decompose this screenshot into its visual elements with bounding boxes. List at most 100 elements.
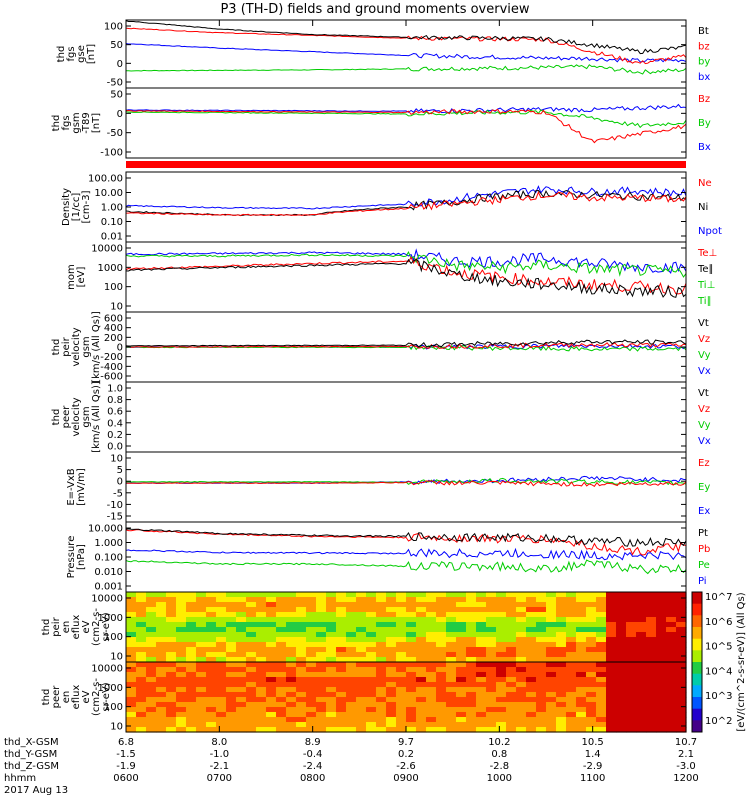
- spectrogram-cell: [266, 657, 277, 663]
- spectrogram-cell: [586, 722, 597, 728]
- spectrogram-cell: [266, 702, 277, 708]
- spectrogram-cell: [416, 677, 427, 683]
- y-axis-label-line: fgs: [61, 115, 72, 130]
- spectrogram-cell: [136, 632, 147, 638]
- spectrogram-cell: [576, 662, 587, 668]
- legend-entry: Ex: [698, 506, 710, 517]
- spectrogram-cell: [466, 627, 477, 633]
- spectrogram-cell: [516, 712, 527, 718]
- spectrogram-cell: [406, 727, 417, 733]
- spectrogram-cell: [576, 667, 587, 673]
- spectrogram-cell: [466, 677, 477, 683]
- spectrogram-cell: [656, 687, 667, 693]
- spectrogram-cell: [466, 602, 477, 608]
- spectrogram-cell: [206, 677, 217, 683]
- spectrogram-cell: [326, 662, 337, 668]
- spectrogram-cell: [576, 677, 587, 683]
- spectrogram-cell: [646, 612, 657, 618]
- spectrogram-cell: [596, 692, 607, 698]
- spectrogram-cell: [166, 637, 177, 643]
- spectrogram-cell: [126, 717, 137, 723]
- spectrogram-cell: [636, 677, 647, 683]
- spectrogram-cell: [336, 727, 347, 733]
- spectrogram-cell: [676, 622, 687, 628]
- spectrogram-cell: [286, 642, 297, 648]
- ephemeris-value: 8.9: [305, 737, 321, 748]
- ephemeris-value: 0.2: [398, 749, 414, 760]
- series-line-1-2: [125, 108, 687, 144]
- spectrogram-cell: [206, 607, 217, 613]
- spectrogram-cell: [216, 662, 227, 668]
- spectrogram-cell: [286, 662, 297, 668]
- spectrogram-cell: [276, 677, 287, 683]
- spectrogram-cell: [146, 597, 157, 603]
- spectrogram-cell: [206, 707, 217, 713]
- spectrogram-cell: [436, 692, 447, 698]
- legend-entry: Ti⊥: [697, 280, 715, 291]
- spectrogram-cell: [566, 597, 577, 603]
- spectrogram-cell: [506, 607, 517, 613]
- colorbar-label: [eV/(cm^2-s-sr-eV)] (All Qs): [736, 592, 747, 731]
- spectrogram-cell: [496, 717, 507, 723]
- spectrogram-cell: [506, 707, 517, 713]
- spectrogram-cell: [376, 687, 387, 693]
- spectrogram-cell: [226, 667, 237, 673]
- spectrogram-cell: [156, 627, 167, 633]
- spectrogram-cell: [576, 687, 587, 693]
- spectrogram-cell: [426, 662, 437, 668]
- spectrogram-cell: [486, 712, 497, 718]
- spectrogram-cell: [266, 682, 277, 688]
- spectrogram-cell: [536, 632, 547, 638]
- y-axis-label: Density [1/cc] [cm-3]: [61, 188, 92, 226]
- spectrogram-cell: [286, 617, 297, 623]
- series-line-0-1: [125, 43, 687, 63]
- spectrogram-cell: [546, 632, 557, 638]
- spectrogram-cell: [226, 607, 237, 613]
- spectrogram-cell: [196, 662, 207, 668]
- spectrogram-cell: [376, 627, 387, 633]
- spectrogram-cell: [306, 712, 317, 718]
- colorbar-segment: [692, 662, 702, 675]
- spectrogram-cell: [446, 657, 457, 663]
- spectrogram-cell: [126, 602, 137, 608]
- legend-entry: bz: [698, 41, 710, 52]
- spectrogram-cell: [146, 727, 157, 733]
- spectrogram-cell: [406, 717, 417, 723]
- spectrogram-cell: [676, 652, 687, 658]
- spectrogram-cell: [226, 702, 237, 708]
- spectrogram-cell: [496, 667, 507, 673]
- spectrogram-cell: [146, 592, 157, 598]
- spectrogram-cell: [286, 597, 297, 603]
- spectrogram-cell: [516, 652, 527, 658]
- spectrogram-cell: [186, 682, 197, 688]
- spectrogram-cell: [316, 617, 327, 623]
- series-line-7-3: [125, 528, 687, 547]
- spectrogram-cell: [516, 622, 527, 628]
- spectrogram-cell: [276, 667, 287, 673]
- spectrogram-cell: [676, 632, 687, 638]
- spectrogram-cell: [316, 647, 327, 653]
- spectrogram-cell: [656, 712, 667, 718]
- spectrogram-cell: [516, 672, 527, 678]
- spectrogram-cell: [186, 667, 197, 673]
- y-axis-label: E=-VxB [mV/m]: [66, 468, 87, 506]
- spectrogram-cell: [406, 627, 417, 633]
- spectrogram-cell: [386, 692, 397, 698]
- spectrogram-cell: [296, 677, 307, 683]
- y-axis-label-line: [mV/m]: [76, 468, 87, 506]
- ephemeris-value: 6.8: [118, 737, 134, 748]
- spectrogram-cell: [346, 667, 357, 673]
- spectrogram-cell: [546, 637, 557, 643]
- spectrogram-cell: [486, 627, 497, 633]
- spectrogram-cell: [476, 597, 487, 603]
- spectrogram-cell: [176, 707, 187, 713]
- spectrogram-cell: [176, 692, 187, 698]
- spectrogram-cell: [216, 682, 227, 688]
- spectrogram-cell: [666, 647, 677, 653]
- spectrogram-cell: [426, 612, 437, 618]
- spectrogram-cell: [366, 637, 377, 643]
- spectrogram-cell: [296, 657, 307, 663]
- spectrogram-cell: [556, 617, 567, 623]
- spectrogram-cell: [386, 632, 397, 638]
- spectrogram-cell: [676, 727, 687, 733]
